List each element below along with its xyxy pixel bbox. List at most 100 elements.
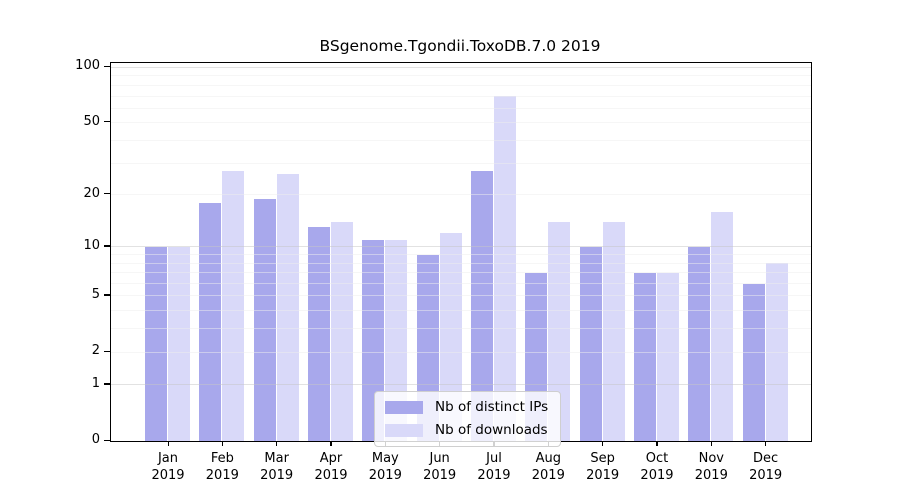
x-tick-month: Feb <box>210 451 234 466</box>
plot-area: Nb of distinct IPs Nb of downloads <box>110 62 812 447</box>
gridline-80 <box>111 84 811 86</box>
gridline-90 <box>111 75 811 77</box>
gridline-4 <box>111 310 811 312</box>
x-tick-month: Jan <box>157 451 179 466</box>
gridline-7 <box>111 272 811 274</box>
bar-jan-distinct-ips <box>145 246 167 441</box>
x-tick-year: 2019 <box>205 468 239 483</box>
legend-swatch-distinct-ips <box>385 400 423 414</box>
x-tick-year: 2019 <box>314 468 348 483</box>
gridline-8 <box>111 262 811 264</box>
gridline-1 <box>111 384 811 386</box>
legend-swatch-downloads <box>385 423 423 437</box>
bar-oct-distinct-ips <box>633 272 656 441</box>
x-tick-month: Dec <box>753 451 779 466</box>
y-tick-label-5: 5 <box>91 286 100 302</box>
bar-jul-downloads <box>493 96 516 441</box>
gridline-3 <box>111 328 811 330</box>
bar-feb-distinct-ips <box>199 202 222 441</box>
gridline-9 <box>111 254 811 256</box>
y-tick-label-100: 100 <box>75 58 100 74</box>
gridlines-layer <box>111 63 811 441</box>
x-tick-mark-feb <box>221 441 224 446</box>
x-tick-month: May <box>371 451 399 466</box>
y-tick-label-10: 10 <box>83 237 100 253</box>
legend: Nb of distinct IPs Nb of downloads <box>374 391 562 447</box>
x-tick-label-may: May 2019 <box>355 450 415 484</box>
x-tick-label-jul: Jul 2019 <box>464 450 524 484</box>
x-tick-month: Mar <box>264 451 289 466</box>
bar-may-downloads <box>385 239 408 441</box>
y-tick-mark-50 <box>104 121 110 123</box>
x-tick-mark-mar <box>276 441 278 446</box>
gridline-20 <box>111 194 811 196</box>
bar-jul-distinct-ips <box>470 171 493 441</box>
gridline-6 <box>111 283 811 285</box>
x-tick-label-aug: Aug 2019 <box>518 450 578 484</box>
x-tick-label-jan: Jan 2019 <box>138 450 198 484</box>
legend-row-downloads: Nb of downloads <box>385 422 548 438</box>
bar-sep-downloads <box>602 221 625 441</box>
y-tick-mark-1 <box>104 383 110 385</box>
x-tick-year: 2019 <box>694 468 728 483</box>
legend-row-distinct-ips: Nb of distinct IPs <box>385 399 548 415</box>
y-tick-mark-2 <box>104 350 110 352</box>
bar-feb-downloads <box>222 171 245 441</box>
gridline-60 <box>111 107 811 109</box>
x-tick-year: 2019 <box>260 468 294 483</box>
gridline-70 <box>111 95 811 97</box>
x-tick-mark-oct <box>656 441 658 446</box>
x-tick-month: Jun <box>429 451 450 466</box>
x-tick-mark-dec <box>765 441 767 446</box>
x-tick-mark-apr <box>330 441 332 446</box>
y-tick-label-2: 2 <box>91 343 100 359</box>
bar-apr-distinct-ips <box>307 227 330 441</box>
y-tick-mark-0 <box>104 439 110 441</box>
x-tick-label-oct: Oct 2019 <box>627 450 687 484</box>
x-tick-label-dec: Dec 2019 <box>736 450 796 484</box>
y-tick-label-20: 20 <box>83 185 100 201</box>
x-tick-label-apr: Apr 2019 <box>301 450 361 484</box>
bar-jan-downloads <box>168 246 190 441</box>
x-tick-month: Oct <box>645 451 669 466</box>
bar-may-distinct-ips <box>362 239 385 441</box>
bar-jun-downloads <box>439 233 462 441</box>
x-tick-year: 2019 <box>151 468 185 483</box>
gridline-50 <box>111 122 811 124</box>
legend-label-downloads: Nb of downloads <box>435 422 548 438</box>
chart-title: BSgenome.Tgondii.ToxoDB.7.0 2019 <box>319 37 601 55</box>
bar-sep-distinct-ips <box>579 246 602 441</box>
y-tick-mark-100 <box>104 65 110 68</box>
x-tick-month: Nov <box>698 451 724 466</box>
x-tick-mark-sep <box>602 441 604 446</box>
bars-layer <box>111 63 811 441</box>
y-tick-mark-10 <box>104 245 110 247</box>
x-tick-year: 2019 <box>749 468 783 483</box>
bar-oct-downloads <box>656 272 679 441</box>
y-tick-mark-5 <box>104 294 110 296</box>
bar-mar-distinct-ips <box>253 198 276 441</box>
x-tick-mark-jan <box>167 441 169 446</box>
x-tick-year: 2019 <box>586 468 620 483</box>
y-tick-label-50: 50 <box>83 113 100 129</box>
bar-aug-downloads <box>548 221 571 441</box>
legend-label-distinct-ips: Nb of distinct IPs <box>435 399 549 415</box>
x-tick-year: 2019 <box>423 468 457 483</box>
gridline-5 <box>111 295 811 297</box>
x-tick-month: Sep <box>590 451 615 466</box>
x-tick-month: Jul <box>486 451 502 466</box>
gridline-30 <box>111 162 811 164</box>
gridline-100 <box>111 66 811 68</box>
bar-nov-distinct-ips <box>688 246 711 441</box>
x-tick-label-jun: Jun 2019 <box>410 450 470 484</box>
bar-mar-downloads <box>276 174 299 441</box>
x-tick-label-mar: Mar 2019 <box>247 450 307 484</box>
y-tick-mark-20 <box>104 193 110 195</box>
x-tick-mark-nov <box>710 441 712 446</box>
gridline-2 <box>111 351 811 353</box>
bar-nov-downloads <box>711 211 734 441</box>
gridline-40 <box>111 139 811 141</box>
x-tick-month: Aug <box>535 451 561 466</box>
